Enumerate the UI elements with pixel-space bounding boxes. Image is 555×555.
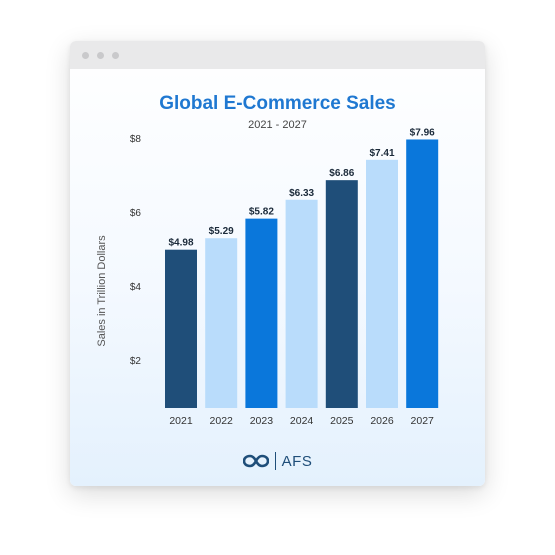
browser-window: Global E-Commerce Sales 2021 - 2027 Sale…	[70, 41, 485, 486]
x-tick-label: 2027	[411, 415, 435, 427]
x-tick-label: 2021	[169, 415, 193, 427]
y-tick-label: $2	[130, 356, 142, 367]
bar-2021	[165, 249, 197, 408]
bar-2023	[245, 218, 278, 408]
footer: AFS	[70, 452, 485, 470]
bar-2022	[205, 238, 238, 408]
x-tick-label: 2023	[250, 415, 274, 427]
window-titlebar	[70, 41, 485, 69]
y-axis-title: Sales in Trillion Dollars	[96, 235, 108, 347]
x-tick-label: 2026	[370, 415, 394, 427]
y-tick-label: $8	[130, 134, 142, 145]
bar-value-label: $5.29	[209, 226, 234, 237]
chart-title: Global E-Commerce Sales	[159, 93, 396, 114]
y-tick-label: $4	[130, 282, 142, 293]
chart-subtitle: 2021 - 2027	[248, 119, 307, 131]
bar-value-label: $6.86	[329, 168, 354, 179]
maximize-dot-icon[interactable]	[112, 52, 119, 59]
bar-value-label: $5.82	[249, 207, 274, 218]
bar-value-label: $7.41	[369, 148, 394, 159]
y-tick-label: $6	[130, 208, 142, 219]
infinity-link-icon	[242, 454, 269, 468]
x-tick-label: 2022	[210, 415, 234, 427]
bar-2024	[285, 199, 318, 408]
footer-brand: AFS	[281, 452, 313, 470]
bar-value-label: $6.33	[289, 188, 314, 199]
footer-separator	[274, 452, 276, 470]
bar-chart: Sales in Trillion Dollars $2 $4 $6 $8 $4.98…	[96, 127, 439, 427]
bar-value-label: $4.98	[168, 238, 193, 249]
bar-2027	[406, 139, 439, 408]
x-tick-label: 2024	[290, 415, 314, 427]
bar-2025	[325, 180, 358, 408]
x-tick-label: 2025	[330, 415, 354, 427]
bar-value-label: $7.96	[410, 127, 435, 138]
bar-2026	[366, 159, 398, 408]
close-dot-icon[interactable]	[82, 52, 89, 59]
minimize-dot-icon[interactable]	[97, 52, 104, 59]
